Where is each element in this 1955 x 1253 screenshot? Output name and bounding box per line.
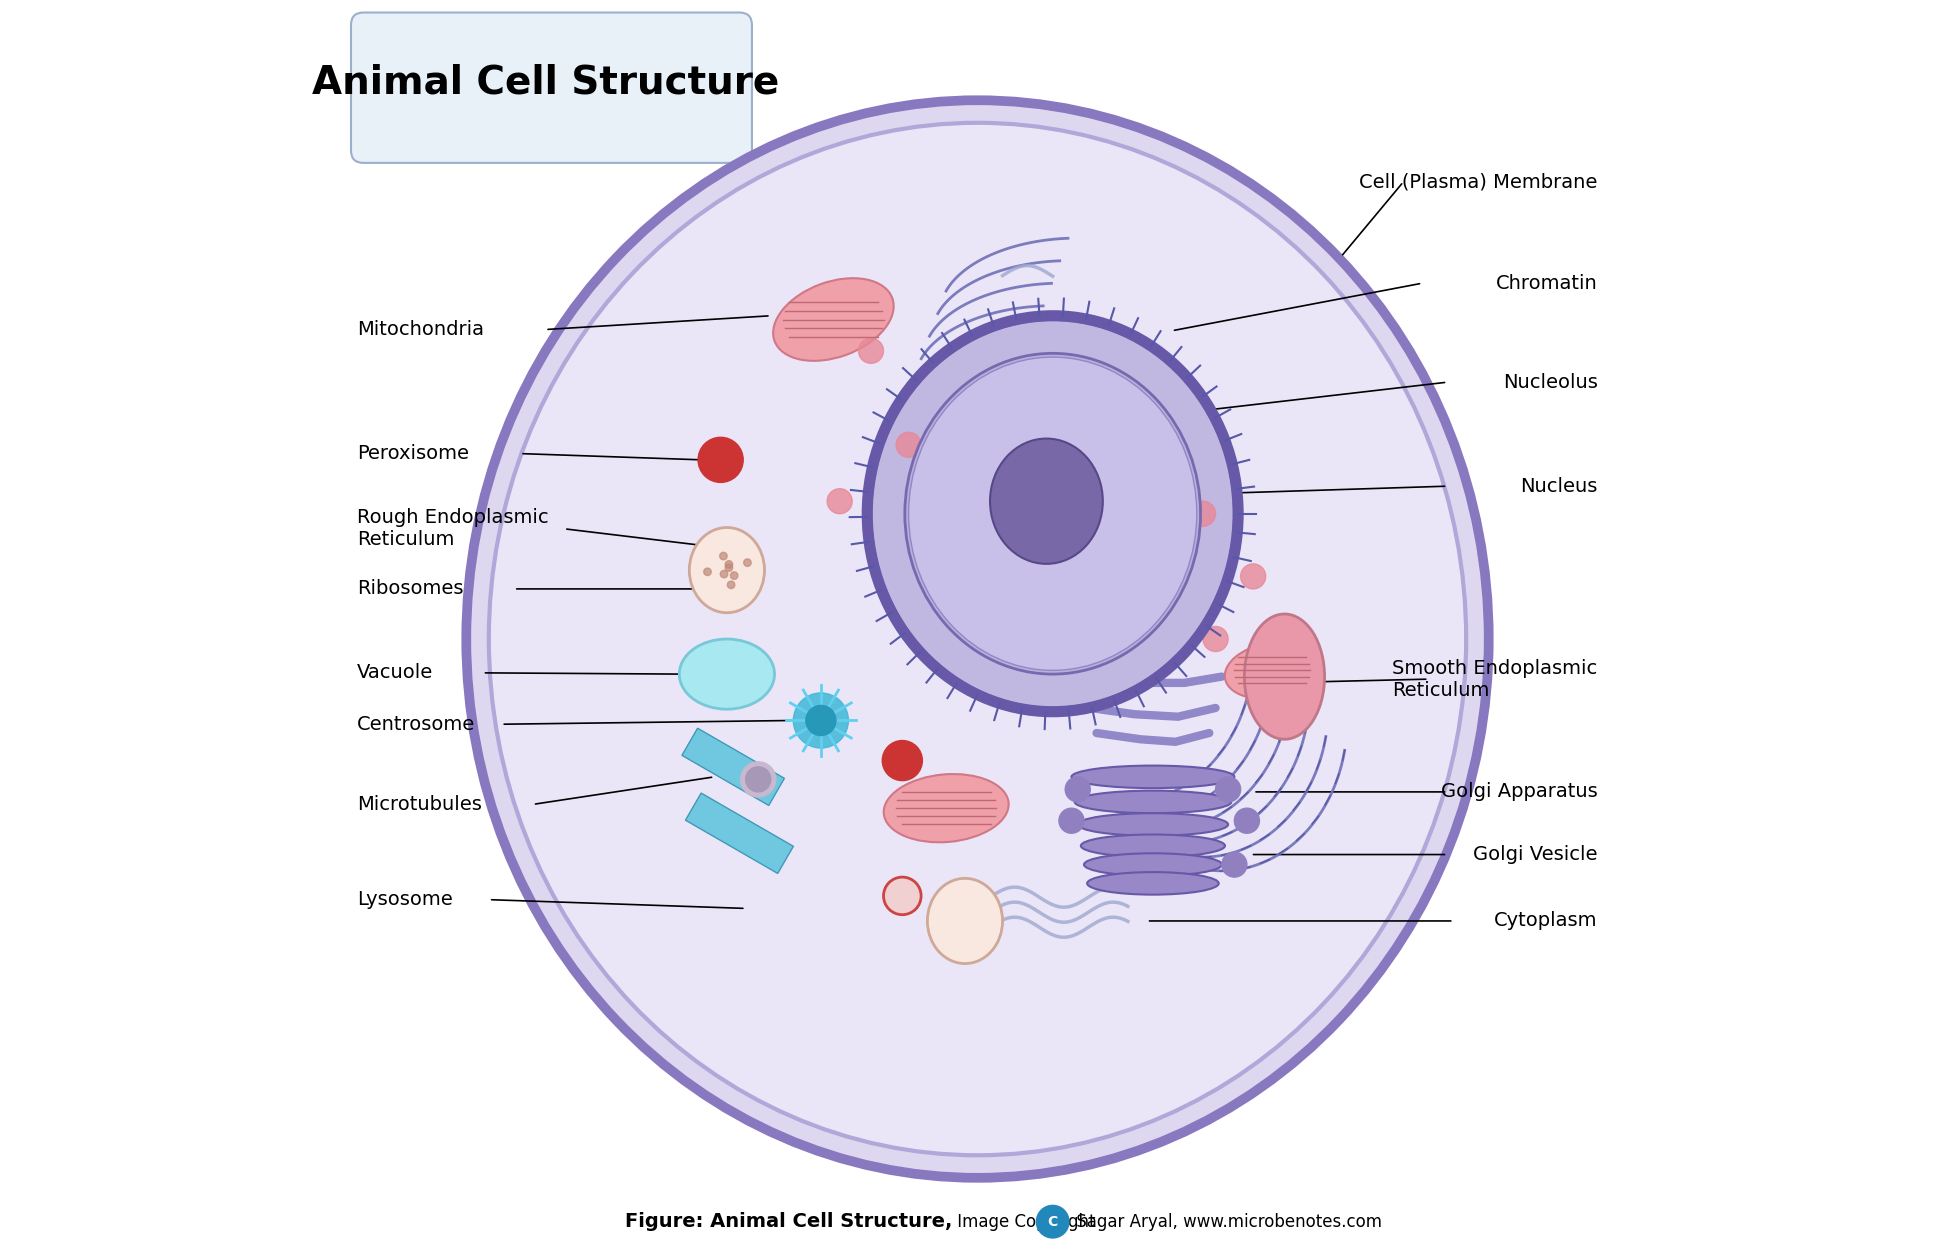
- Circle shape: [716, 570, 723, 578]
- Ellipse shape: [909, 357, 1196, 670]
- Text: Nucleolus: Nucleolus: [1503, 372, 1597, 392]
- Ellipse shape: [1081, 834, 1226, 857]
- Circle shape: [698, 437, 743, 482]
- Ellipse shape: [1075, 791, 1232, 813]
- Circle shape: [882, 741, 923, 781]
- Circle shape: [1191, 501, 1216, 526]
- Circle shape: [1060, 808, 1083, 833]
- Text: Cytoplasm: Cytoplasm: [1494, 911, 1597, 931]
- Circle shape: [884, 877, 921, 915]
- Text: Cell (Plasma) Membrane: Cell (Plasma) Membrane: [1359, 172, 1597, 192]
- Circle shape: [794, 693, 848, 748]
- Ellipse shape: [1071, 766, 1234, 788]
- Text: Peroxisome: Peroxisome: [358, 444, 469, 464]
- Circle shape: [1234, 808, 1259, 833]
- Ellipse shape: [1077, 813, 1228, 836]
- Circle shape: [739, 548, 747, 555]
- Bar: [682, 728, 784, 806]
- Circle shape: [719, 568, 727, 575]
- Ellipse shape: [467, 100, 1488, 1178]
- Text: Golgi Vesicle: Golgi Vesicle: [1474, 845, 1597, 865]
- Text: Centrosome: Centrosome: [358, 714, 475, 734]
- Circle shape: [1241, 564, 1265, 589]
- Text: Chromatin: Chromatin: [1496, 273, 1597, 293]
- Text: C: C: [1048, 1214, 1058, 1229]
- Circle shape: [1216, 777, 1241, 802]
- Text: Vacuole: Vacuole: [358, 663, 434, 683]
- Circle shape: [733, 553, 741, 560]
- Text: Rough Endoplasmic
Reticulum: Rough Endoplasmic Reticulum: [358, 509, 549, 549]
- Ellipse shape: [989, 439, 1103, 564]
- Circle shape: [741, 575, 749, 583]
- FancyBboxPatch shape: [352, 13, 753, 163]
- Text: Nucleus: Nucleus: [1521, 476, 1597, 496]
- Ellipse shape: [884, 877, 921, 915]
- Text: Microtubules: Microtubules: [358, 794, 483, 814]
- Ellipse shape: [872, 320, 1234, 708]
- Text: Ribosomes: Ribosomes: [358, 579, 463, 599]
- Circle shape: [723, 565, 731, 573]
- Circle shape: [704, 573, 710, 580]
- Circle shape: [1065, 777, 1091, 802]
- Circle shape: [1036, 1205, 1069, 1238]
- Ellipse shape: [927, 878, 1003, 964]
- Text: Figure: Animal Cell Structure,: Figure: Animal Cell Structure,: [626, 1212, 952, 1232]
- Circle shape: [1146, 546, 1185, 586]
- Text: Lysosome: Lysosome: [358, 890, 454, 910]
- Circle shape: [858, 338, 884, 363]
- Text: Image Copyright: Image Copyright: [952, 1213, 1097, 1230]
- Circle shape: [723, 564, 731, 571]
- Ellipse shape: [678, 639, 774, 709]
- Text: Animal Cell Structure: Animal Cell Structure: [311, 64, 778, 101]
- Circle shape: [895, 432, 921, 457]
- Text: Golgi Apparatus: Golgi Apparatus: [1441, 782, 1597, 802]
- Ellipse shape: [1083, 853, 1222, 876]
- Text: Sagar Aryal, www.microbenotes.com: Sagar Aryal, www.microbenotes.com: [1071, 1213, 1382, 1230]
- Ellipse shape: [1087, 872, 1218, 895]
- Ellipse shape: [1226, 642, 1320, 699]
- Ellipse shape: [489, 123, 1466, 1155]
- Circle shape: [805, 705, 837, 736]
- Text: Mitochondria: Mitochondria: [358, 320, 485, 340]
- Ellipse shape: [905, 353, 1200, 674]
- Ellipse shape: [772, 278, 893, 361]
- Circle shape: [1222, 852, 1247, 877]
- Circle shape: [827, 489, 852, 514]
- Circle shape: [741, 762, 776, 797]
- Circle shape: [1202, 626, 1228, 652]
- Ellipse shape: [690, 528, 764, 613]
- Bar: [686, 793, 794, 873]
- Circle shape: [745, 767, 770, 792]
- Ellipse shape: [884, 774, 1009, 842]
- Text: Smooth Endoplasmic
Reticulum: Smooth Endoplasmic Reticulum: [1392, 659, 1597, 699]
- Ellipse shape: [1245, 614, 1325, 739]
